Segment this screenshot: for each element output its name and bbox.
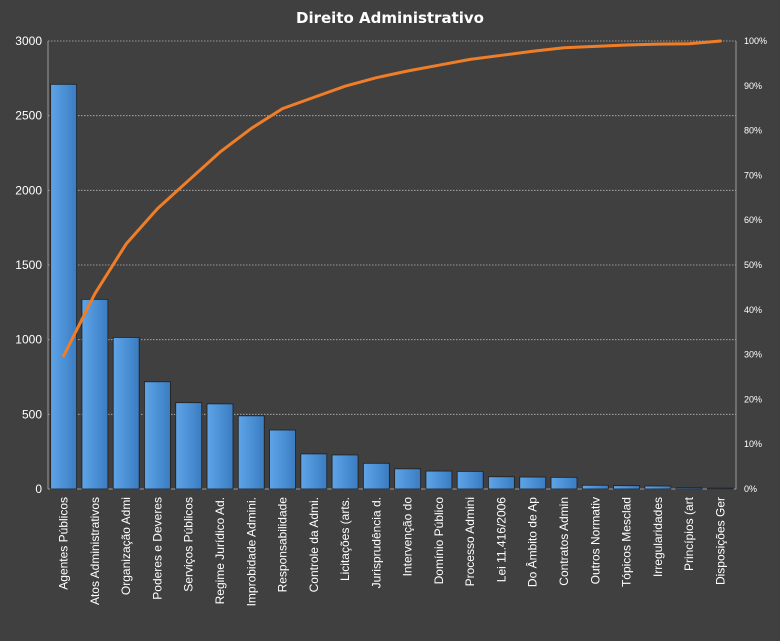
bar bbox=[50, 83, 78, 490]
x-category-label: Tópicos Mesclad bbox=[620, 497, 634, 587]
y-left-tick-label: 2000 bbox=[15, 183, 42, 197]
y-right-tick-label: 90% bbox=[744, 81, 762, 91]
x-category-label: Lei 11.416/2006 bbox=[494, 497, 508, 583]
x-category-label: Licitações (arts. bbox=[338, 497, 352, 581]
bar bbox=[81, 298, 109, 490]
bar bbox=[362, 462, 390, 490]
y-right-tick-label: 10% bbox=[744, 439, 762, 449]
y-left-tick-label: 3000 bbox=[15, 34, 42, 48]
bar bbox=[175, 402, 203, 490]
x-category-label: Serviços Públicos bbox=[182, 497, 196, 592]
x-category-label: Improbidade Admini. bbox=[244, 497, 258, 606]
bar bbox=[456, 470, 484, 490]
y-right-tick-label: 80% bbox=[744, 126, 762, 136]
x-category-label: Intervenção do bbox=[401, 497, 415, 577]
y-right-tick-label: 0% bbox=[744, 484, 757, 494]
bar bbox=[331, 454, 359, 490]
bar bbox=[112, 337, 140, 490]
y-right-tick-label: 60% bbox=[744, 215, 762, 225]
bar-series bbox=[50, 83, 734, 490]
x-category-label: Processo Admini bbox=[463, 497, 477, 586]
bar bbox=[300, 453, 328, 490]
x-category-label: Contratos Admin bbox=[557, 497, 571, 586]
bar bbox=[144, 381, 171, 490]
bar bbox=[237, 415, 265, 490]
y-left-tick-label: 0 bbox=[35, 482, 42, 496]
x-category-label: Outros Normativ bbox=[588, 497, 602, 584]
x-category-label: Controle da Admi. bbox=[307, 497, 321, 592]
y-right-tick-label: 70% bbox=[744, 170, 762, 180]
y-right-tick-label: 20% bbox=[744, 394, 762, 404]
y-right-tick-label: 100% bbox=[744, 36, 767, 46]
cumulative-line bbox=[62, 39, 722, 358]
bar bbox=[269, 429, 296, 490]
x-category-label: Do Âmbito de Ap bbox=[525, 497, 540, 587]
bar bbox=[206, 403, 234, 490]
bar bbox=[706, 487, 734, 490]
x-category-label: Jurisprudência d. bbox=[369, 497, 383, 588]
x-category-label: Atos Administrativos bbox=[88, 497, 102, 605]
bar bbox=[550, 476, 578, 490]
bar bbox=[644, 485, 672, 490]
x-category-label: Disposições Ger bbox=[713, 497, 727, 585]
x-category-label: Princípios (art bbox=[682, 496, 696, 571]
axis-labels: 0 500 1000 1500 2000 2500 3000 0% 10% 20% 30% 40% 50… bbox=[15, 34, 767, 606]
x-category-label: Irregularidades bbox=[651, 497, 665, 577]
bar bbox=[675, 487, 703, 490]
bar bbox=[581, 484, 609, 490]
chart-title: Direito Administrativo bbox=[296, 9, 484, 27]
bar bbox=[425, 470, 453, 490]
bar bbox=[519, 476, 547, 490]
x-category-label: Regime Jurídico Ad. bbox=[213, 497, 227, 604]
x-category-label: Responsabilidade bbox=[276, 497, 290, 593]
y-right-tick-label: 30% bbox=[744, 350, 762, 360]
y-right-tick-label: 40% bbox=[744, 305, 762, 315]
y-right-tick-label: 50% bbox=[744, 260, 762, 270]
x-category-label: Poderes e Deveres bbox=[150, 497, 164, 600]
x-category-label: Domínio Público bbox=[432, 497, 446, 585]
bar bbox=[488, 476, 515, 490]
y-left-tick-label: 2500 bbox=[15, 109, 42, 123]
y-left-tick-label: 1500 bbox=[15, 258, 42, 272]
x-category-label: Agentes Públicos bbox=[57, 497, 71, 590]
x-category-label: Organização Admi bbox=[119, 497, 133, 595]
bar bbox=[394, 468, 422, 490]
y-left-tick-label: 500 bbox=[22, 407, 42, 421]
cumulative-line-series bbox=[62, 39, 722, 358]
y-left-tick-label: 1000 bbox=[15, 333, 42, 347]
bar bbox=[613, 485, 640, 490]
